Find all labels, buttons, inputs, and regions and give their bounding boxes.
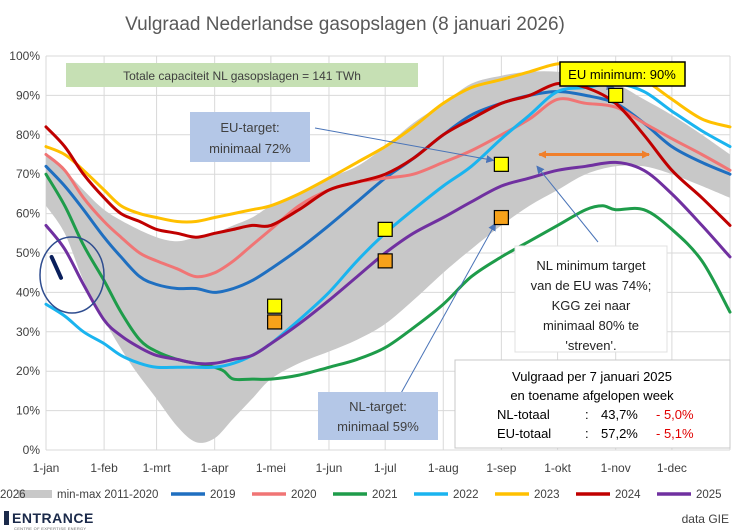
legend-label-2025: 2025: [696, 489, 722, 501]
nl-minimum-box: [514, 245, 668, 353]
eu-target-line: minimaal 72%: [209, 141, 291, 156]
x-tick-label: 1-apr: [201, 461, 229, 475]
y-tick-label: 40%: [16, 285, 40, 299]
source-label: data GIE: [681, 512, 729, 526]
brand-subtitle: CENTRE OF EXPERTISE ENERGY: [14, 526, 87, 531]
may-yellow-marker: [267, 298, 283, 314]
legend-label-2020: 2020: [291, 489, 317, 501]
x-axis: 1-jan 1-feb 1-mrt 1-apr 1-mei 1-jun 1-jul 1-aug…: [33, 461, 687, 475]
legend-label-2023: 2023: [534, 489, 560, 501]
summary-row-change: - 5,0%: [656, 407, 694, 422]
nl-target-box: [318, 392, 438, 440]
eu-target-line: EU-target:: [220, 120, 279, 135]
summary-row-change: - 5,1%: [656, 426, 694, 441]
annotation-layer: Totale capaciteit NL gasopslagen = 141 T…: [39, 61, 731, 449]
eu-minimum-label: EU minimum: 90%: [568, 67, 676, 82]
nl-minimum-line: minimaal 80% te: [543, 318, 639, 333]
x-tick-label: 1-jun: [316, 461, 343, 475]
capacity-box: [66, 63, 418, 87]
y-tick-label: 10%: [16, 404, 40, 418]
arrow-nl-minimum: [536, 165, 599, 243]
summary-row-sep: :: [585, 407, 589, 422]
x-tick-label: 1-mei: [256, 461, 286, 475]
x-tick-label: 1-dec: [657, 461, 687, 475]
y-tick-label: 100%: [9, 49, 40, 63]
brand-name: ENTRANCE: [12, 510, 94, 526]
capacity-label: Totale capaciteit NL gasopslagen = 141 T…: [123, 69, 361, 83]
legend: min-max 2011-2020 2019 2020 2021 2022 2023 202…: [0, 489, 722, 501]
highlight-circle-2026: [39, 236, 105, 314]
y-tick-label: 0%: [23, 443, 41, 457]
summary-row-value: 43,7%: [601, 407, 638, 422]
x-tick-label: 1-sep: [486, 461, 516, 475]
y-tick-label: 60%: [16, 207, 40, 221]
eu-target-marker: [493, 156, 509, 172]
nl-target-marker: [493, 209, 509, 226]
legend-label-band: min-max 2011-2020: [57, 489, 158, 501]
nl-minimum-line: 'streven'.: [565, 338, 616, 353]
summary-row-value: 57,2%: [601, 426, 638, 441]
legend-label-2024: 2024: [615, 489, 641, 501]
legend-label-2022: 2022: [453, 489, 479, 501]
arrow-eu-target: [314, 127, 495, 164]
brand-mark: [4, 511, 9, 525]
legend-swatch-band: [18, 490, 52, 498]
nl-target-line: minimaal 59%: [337, 419, 419, 434]
jul-yellow-marker: [377, 221, 393, 237]
eu-minimum-marker: [608, 87, 624, 104]
series-line-2025: [44, 160, 732, 366]
legend-label-2026: 2026: [0, 489, 26, 501]
nl-minimum-line: van de EU was 74%;: [531, 278, 652, 293]
y-tick-label: 90%: [16, 88, 40, 102]
x-tick-label: 1-jul: [374, 461, 397, 475]
summary-title-line: en toename afgelopen week: [510, 388, 674, 403]
summary-row-sep: :: [585, 426, 589, 441]
nl-target-line: NL-target:: [349, 399, 407, 414]
legend-label-2021: 2021: [372, 489, 398, 501]
brand-logo: ENTRANCE CENTRE OF EXPERTISE ENERGY: [4, 508, 134, 532]
jul-orange-marker: [377, 253, 393, 269]
y-tick-label: 30%: [16, 325, 40, 339]
eu-minimum-box: [559, 61, 686, 87]
x-tick-label: 1-aug: [428, 461, 459, 475]
x-tick-label: 1-feb: [90, 461, 118, 475]
arrow-nl-target: [399, 222, 496, 396]
x-tick-label: 1-mrt: [143, 461, 172, 475]
may-orange-marker: [267, 314, 283, 330]
nl-minimum-line: NL minimum target: [536, 258, 646, 273]
y-tick-label: 50%: [16, 246, 40, 260]
summary-row-label: EU-totaal: [497, 426, 551, 441]
y-tick-label: 80%: [16, 128, 40, 142]
summary-row-label: NL-totaal: [497, 407, 550, 422]
summary-title-line: Vulgraad per 7 januari 2025: [512, 369, 672, 384]
series-line-2021: [44, 172, 732, 382]
legend-label-2019: 2019: [210, 489, 236, 501]
marker-layer: [267, 87, 624, 330]
series-line-2024: [44, 81, 732, 239]
nl-minimum-line: KGG zei naar: [552, 298, 631, 313]
x-tick-label: 1-jan: [33, 461, 60, 475]
chart-title: Vulgraad Nederlandse gasopslagen (8 janu…: [125, 14, 565, 35]
series-line-2026: [49, 254, 63, 280]
y-tick-label: 20%: [16, 364, 40, 378]
x-tick-label: 1-nov: [601, 461, 631, 475]
y-axis: 0% 10% 20% 30% 40% 50% 60% 70% 80% 90% 100%: [9, 49, 40, 457]
y-tick-label: 70%: [16, 167, 40, 181]
summary-box: [454, 359, 731, 449]
eu-target-box: [190, 112, 310, 162]
series-line-2019: [44, 90, 732, 294]
x-tick-label: 1-okt: [544, 461, 571, 475]
